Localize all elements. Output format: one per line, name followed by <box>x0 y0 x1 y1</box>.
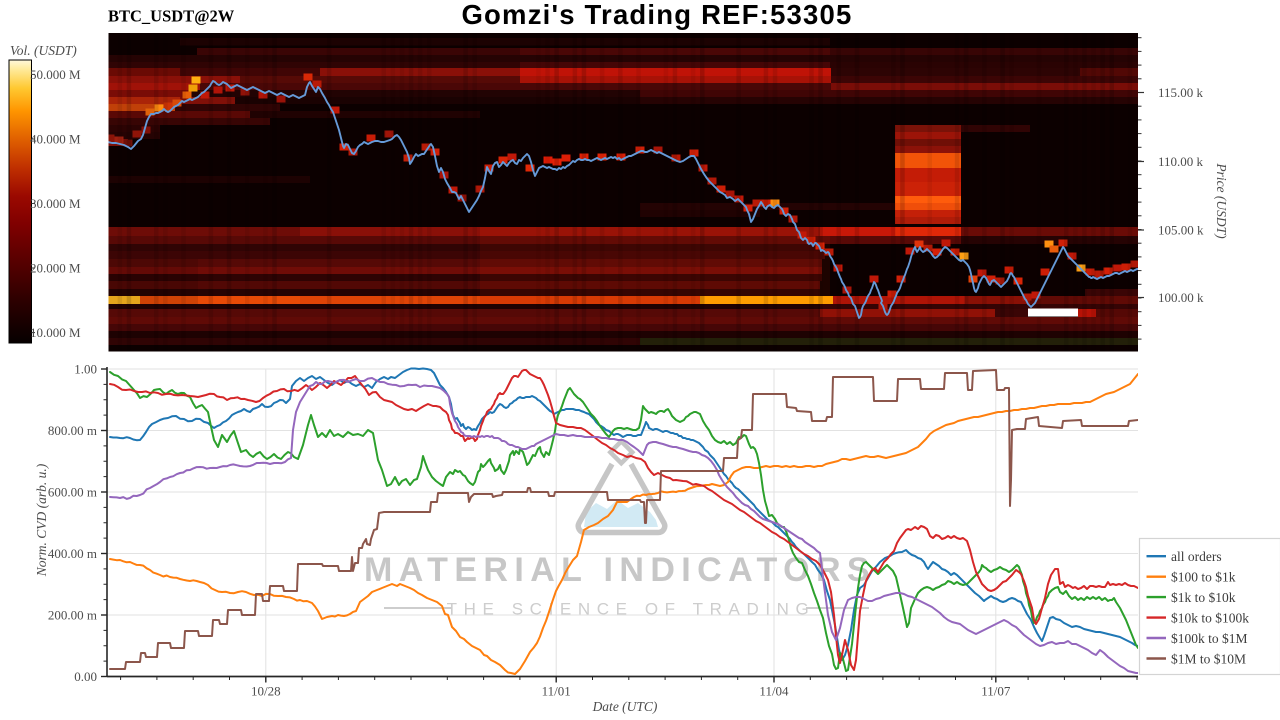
svg-text:Price (USDT): Price (USDT) <box>1214 162 1229 239</box>
svg-text:$100k to $1M: $100k to $1M <box>1171 631 1248 646</box>
svg-text:50.000 M: 50.000 M <box>30 67 81 82</box>
svg-text:105.00 k: 105.00 k <box>1158 223 1204 238</box>
svg-text:600.00 m: 600.00 m <box>48 485 97 500</box>
svg-text:800.00 m: 800.00 m <box>48 423 97 438</box>
svg-text:BTC_USDT@2W: BTC_USDT@2W <box>108 7 235 26</box>
svg-text:Date (UTC): Date (UTC) <box>592 699 658 714</box>
svg-text:1.00: 1.00 <box>74 362 97 377</box>
svg-text:110.00 k: 110.00 k <box>1158 154 1204 169</box>
svg-text:THE SCIENCE OF TRADING: THE SCIENCE OF TRADING <box>447 600 816 619</box>
svg-text:20.000 M: 20.000 M <box>30 261 81 276</box>
svg-text:11/07: 11/07 <box>981 684 1011 699</box>
svg-text:11/04: 11/04 <box>759 684 789 699</box>
svg-text:$10k to $100k: $10k to $100k <box>1171 610 1249 625</box>
svg-text:Vol. (USDT): Vol. (USDT) <box>10 43 77 58</box>
svg-text:100.00 k: 100.00 k <box>1158 290 1204 305</box>
svg-text:Norm. CVD (arb. u.): Norm. CVD (arb. u.) <box>34 463 49 577</box>
svg-text:$100 to $1k: $100 to $1k <box>1171 570 1236 585</box>
svg-text:40.000 M: 40.000 M <box>30 132 81 147</box>
svg-text:11/01: 11/01 <box>542 684 571 699</box>
svg-text:$1M to $10M: $1M to $10M <box>1171 651 1246 666</box>
svg-text:$1k to $10k: $1k to $10k <box>1171 590 1236 605</box>
svg-text:all orders: all orders <box>1171 549 1222 564</box>
svg-text:0.00: 0.00 <box>74 669 97 684</box>
svg-text:115.00 k: 115.00 k <box>1158 85 1204 100</box>
svg-text:10/28: 10/28 <box>251 684 281 699</box>
svg-text:200.00 m: 200.00 m <box>48 608 97 623</box>
svg-text:10.000 M: 10.000 M <box>30 325 81 340</box>
svg-text:MATERIAL INDICATORS: MATERIAL INDICATORS <box>364 551 876 589</box>
svg-text:Gomzi's Trading REF:53305: Gomzi's Trading REF:53305 <box>461 0 852 30</box>
svg-text:30.000 M: 30.000 M <box>30 196 81 211</box>
svg-text:400.00 m: 400.00 m <box>48 546 97 561</box>
